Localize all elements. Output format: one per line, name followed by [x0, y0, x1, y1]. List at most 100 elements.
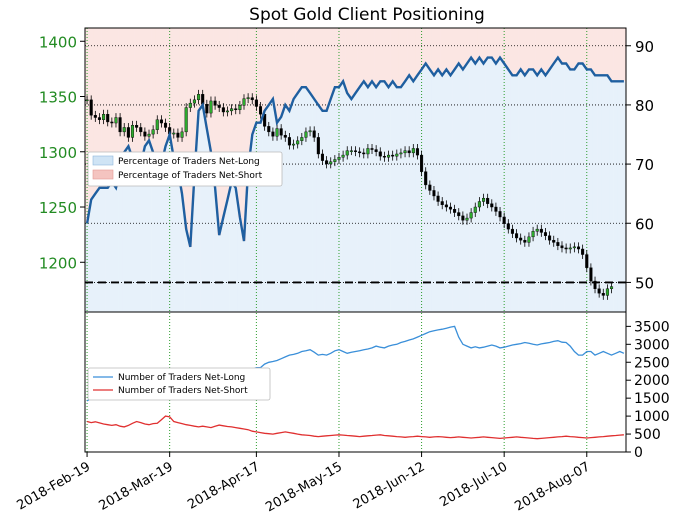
chart-title: Spot Gold Client Positioning: [249, 5, 485, 25]
price-candles: [85, 89, 614, 300]
net-long-band: [225, 199, 230, 312]
candle-body: [147, 133, 151, 137]
net-long-band: [407, 75, 412, 312]
net-long-band: [109, 181, 115, 312]
net-short-band: [200, 28, 206, 105]
net-long-band: [485, 57, 491, 313]
net-long-band: [361, 81, 367, 312]
net-long-band: [477, 57, 482, 313]
candle-body: [283, 134, 287, 138]
count-tick-label: 1500: [634, 391, 670, 407]
candle-body: [143, 131, 147, 137]
net-long-band: [113, 187, 119, 312]
net-long-band: [543, 75, 548, 312]
net-short-band: [597, 28, 602, 76]
net-short-band: [171, 28, 177, 159]
candle-body: [506, 223, 510, 230]
net-short-band: [122, 28, 127, 153]
candle-body: [556, 242, 560, 246]
candle-body: [225, 110, 229, 113]
net-short-band: [407, 28, 412, 76]
candle-body: [444, 204, 448, 208]
candle-body: [482, 197, 486, 202]
net-short-band: [179, 28, 185, 194]
net-short-band: [159, 28, 164, 165]
candle-body: [242, 98, 246, 106]
candle-body: [271, 131, 275, 137]
net-short-band: [369, 28, 375, 82]
net-long-band: [539, 69, 544, 313]
net-short-band: [605, 28, 610, 76]
net-short-band: [419, 28, 424, 70]
net-short-band: [312, 28, 317, 99]
candle-body: [589, 267, 593, 282]
net-long-band: [283, 104, 288, 313]
net-long-band: [572, 69, 577, 313]
price-tick-label: 1400: [39, 33, 77, 51]
net-short-band: [320, 28, 325, 111]
net-long-band: [151, 152, 156, 312]
net-short-band: [250, 28, 255, 135]
price-tick-label: 1300: [39, 144, 77, 162]
candle-body: [564, 247, 568, 250]
net-long-band: [506, 69, 511, 313]
net-long-band: [398, 87, 404, 313]
net-long-band: [188, 246, 193, 312]
price-tick-label: 1350: [39, 89, 77, 107]
net-short-band: [564, 28, 569, 64]
net-short-band: [188, 28, 193, 247]
candle-body: [576, 246, 581, 250]
net-long-band: [287, 110, 292, 312]
net-long-band: [349, 99, 354, 312]
net-long-band: [130, 158, 135, 312]
net-short-band: [336, 28, 342, 88]
net-short-band: [572, 28, 577, 70]
net-long-band: [345, 93, 350, 312]
net-short-band: [361, 28, 367, 82]
net-short-band: [518, 28, 524, 70]
net-short-band: [497, 28, 503, 58]
net-short-band: [316, 28, 321, 105]
candle-body: [97, 117, 101, 120]
net-long-band: [303, 87, 309, 313]
net-long-band: [559, 63, 565, 312]
net-short-band: [613, 28, 619, 82]
net-long-band: [308, 93, 313, 312]
net-short-band: [303, 28, 309, 88]
candle-body: [572, 246, 576, 249]
net-long-band: [221, 217, 226, 312]
net-short-band: [415, 28, 420, 76]
candle-body: [378, 151, 382, 157]
net-long-band: [200, 104, 206, 313]
count-legend-label: Number of Traders Net-Long: [118, 373, 245, 383]
net-long-band: [279, 116, 284, 312]
net-long-band: [353, 93, 358, 312]
net-short-band: [138, 28, 144, 165]
net-long-band: [262, 110, 268, 312]
candle-body: [341, 154, 345, 158]
net-long-band: [266, 104, 272, 313]
net-long-band: [436, 69, 441, 313]
candle-body: [601, 293, 605, 296]
net-short-band: [270, 28, 276, 99]
candle-body: [469, 212, 473, 219]
net-long-band: [547, 69, 552, 313]
candle-body: [234, 108, 238, 110]
pct-tick-label: 50: [635, 274, 654, 292]
net-short-band: [402, 28, 408, 82]
candle-body: [188, 102, 192, 108]
net-long-band: [605, 75, 610, 312]
net-short-band: [97, 28, 102, 188]
net-long-band: [316, 104, 321, 313]
net-long-band: [295, 93, 301, 312]
net-short-band: [522, 28, 528, 76]
count-legend-box: [87, 367, 271, 401]
candle-body: [436, 195, 440, 202]
date-tick-label: 2018-Feb-19: [15, 459, 94, 513]
net-long-band: [551, 63, 557, 312]
net-short-band: [279, 28, 284, 117]
candle-body: [267, 126, 271, 133]
net-short-band: [328, 28, 334, 99]
candle-body: [250, 97, 254, 101]
net-long-band: [440, 75, 445, 312]
